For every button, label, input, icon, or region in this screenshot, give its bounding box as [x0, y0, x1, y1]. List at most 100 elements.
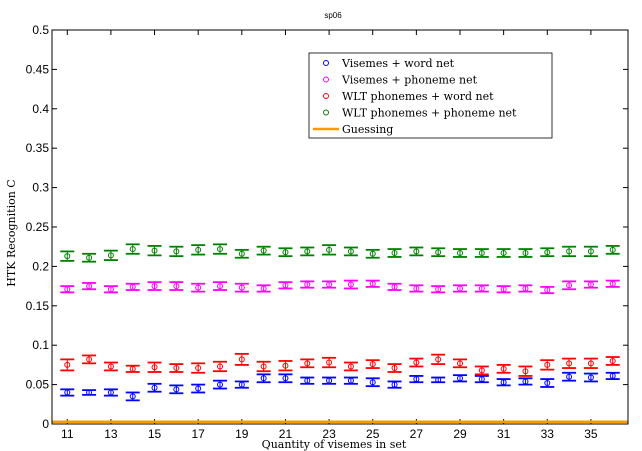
data-point	[435, 356, 442, 363]
data-point	[107, 363, 114, 370]
data-point	[435, 286, 442, 293]
series-3	[60, 243, 620, 263]
data-point	[151, 364, 158, 371]
data-point	[391, 381, 398, 388]
data-point	[609, 280, 616, 287]
data-point	[347, 248, 354, 255]
data-point	[587, 360, 594, 367]
data-point	[260, 363, 267, 370]
x-tick-label: 13	[104, 427, 118, 441]
data-point	[129, 246, 136, 253]
data-point	[238, 381, 245, 388]
data-point	[326, 281, 333, 288]
plot-frame	[51, 29, 629, 425]
data-point	[478, 285, 485, 292]
data-point	[173, 365, 180, 372]
data-point	[304, 360, 311, 367]
data-point	[457, 250, 463, 257]
data-point	[522, 250, 529, 257]
x-tick-label: 23	[322, 427, 336, 441]
x-tick-label: 29	[453, 427, 467, 441]
data-point	[64, 253, 71, 260]
data-point	[304, 377, 311, 384]
data-point	[544, 380, 551, 387]
data-point	[129, 283, 136, 290]
data-point	[107, 252, 114, 259]
data-point	[478, 367, 485, 374]
data-point	[86, 254, 93, 261]
data-point	[151, 247, 158, 254]
y-tick-label: 0.5	[32, 23, 49, 37]
x-tick-labels: 11 13 15 17 19 21 23 25 27 29 31 33 35	[61, 427, 598, 441]
data-point	[304, 248, 311, 255]
y-tick-label: 0.1	[32, 338, 49, 352]
y-tick-label: 0.05	[26, 378, 50, 392]
y-tick-label: 0.3	[32, 181, 49, 195]
legend-label: Visemes + phoneme net	[341, 74, 478, 87]
data-point	[282, 375, 289, 382]
data-point	[391, 250, 398, 257]
data-point	[282, 362, 289, 369]
data-point	[500, 286, 507, 293]
data-point	[107, 286, 114, 293]
data-point	[129, 365, 136, 372]
data-point	[260, 375, 267, 382]
legend: Visemes + word net Visemes + phoneme net W…	[308, 52, 553, 139]
data-point	[413, 248, 420, 255]
data-point	[413, 285, 420, 292]
legend-label: WLT phonemes + phoneme net	[342, 107, 517, 120]
data-point	[282, 249, 289, 256]
data-point	[238, 356, 245, 363]
data-layer	[52, 243, 628, 423]
data-point	[457, 360, 463, 367]
data-point	[369, 280, 376, 287]
data-point	[457, 285, 463, 292]
data-point	[347, 363, 354, 370]
data-point	[500, 379, 507, 386]
x-tick-label: 33	[541, 427, 555, 441]
data-point	[566, 282, 573, 289]
data-point	[544, 249, 551, 256]
data-point	[587, 248, 594, 255]
data-point	[544, 361, 551, 368]
x-tick-label: 35	[584, 427, 598, 441]
data-point	[522, 368, 529, 375]
data-point	[195, 385, 202, 392]
y-tick-label: 0.45	[26, 62, 50, 76]
data-point	[173, 386, 180, 393]
data-point	[326, 246, 333, 253]
data-point	[457, 375, 463, 382]
data-point	[478, 376, 485, 383]
data-point	[86, 356, 93, 363]
legend-label: WLT phonemes + word net	[342, 90, 494, 103]
series-0	[60, 371, 620, 402]
data-point	[347, 281, 354, 288]
data-point	[391, 365, 398, 372]
y-tick-labels: 0 0.05 0.1 0.15 0.2 0.25 0.3 0.35 0.4 0.45 0.5	[26, 23, 50, 431]
data-point	[413, 359, 420, 366]
data-point	[500, 250, 507, 257]
chart-title: sp06	[324, 11, 342, 20]
x-tick-label: 31	[497, 427, 511, 441]
data-point	[151, 384, 158, 391]
data-point	[347, 377, 354, 384]
x-tick-label: 25	[366, 427, 380, 441]
y-tick-label: 0.4	[32, 102, 49, 116]
data-point	[566, 360, 573, 367]
data-point	[195, 365, 202, 372]
data-point	[238, 284, 245, 291]
x-tick-label: 21	[279, 427, 293, 441]
data-point	[217, 283, 223, 290]
data-point	[369, 250, 376, 257]
data-point	[391, 283, 398, 290]
x-tick-label: 11	[61, 427, 74, 441]
data-point	[369, 361, 376, 368]
data-point	[609, 372, 616, 379]
data-point	[195, 246, 202, 253]
data-point	[173, 248, 180, 255]
legend-marker	[323, 109, 329, 116]
data-point	[369, 379, 376, 386]
legend-marker	[323, 76, 329, 83]
x-tick-label: 19	[235, 427, 249, 441]
data-point	[500, 365, 507, 372]
